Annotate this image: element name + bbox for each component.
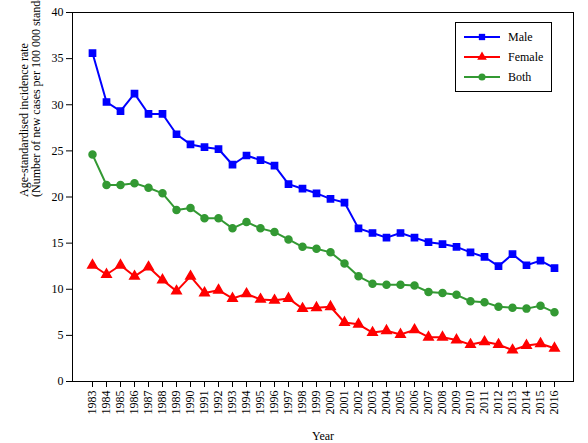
html-text:Female: Female xyxy=(508,49,544,64)
svg-text:1993: 1993 xyxy=(225,391,239,415)
svg-text:1997: 1997 xyxy=(281,391,295,415)
svg-text:10: 10 xyxy=(52,282,64,296)
svg-text:1985: 1985 xyxy=(113,391,127,415)
svg-text:5: 5 xyxy=(58,328,64,342)
svg-text:2002: 2002 xyxy=(351,391,365,415)
svg-text:1987: 1987 xyxy=(141,391,155,415)
svg-text:2003: 2003 xyxy=(365,391,379,415)
svg-text:2016: 2016 xyxy=(547,391,561,415)
svg-text:30: 30 xyxy=(52,98,64,112)
svg-text:2008: 2008 xyxy=(435,391,449,415)
svg-text:2004: 2004 xyxy=(379,391,393,415)
svg-text:Age-standardised incidence rat: Age-standardised incidence rate(Number o… xyxy=(17,0,43,197)
svg-text:2015: 2015 xyxy=(533,391,547,415)
svg-text:2009: 2009 xyxy=(449,391,463,415)
svg-text:1986: 1986 xyxy=(127,391,141,415)
svg-text:2005: 2005 xyxy=(393,391,407,415)
svg-text:1990: 1990 xyxy=(183,391,197,415)
html-text:Both: Both xyxy=(508,69,532,84)
svg-text:2001: 2001 xyxy=(337,391,351,415)
svg-text:2010: 2010 xyxy=(463,391,477,415)
svg-text:1984: 1984 xyxy=(99,391,113,415)
svg-text:1991: 1991 xyxy=(197,391,211,415)
svg-text:2011: 2011 xyxy=(477,391,491,415)
svg-text:15: 15 xyxy=(52,236,64,250)
svg-text:2006: 2006 xyxy=(407,391,421,415)
svg-text:2007: 2007 xyxy=(421,391,435,415)
svg-text:1995: 1995 xyxy=(253,391,267,415)
svg-text:2012: 2012 xyxy=(491,391,505,415)
svg-text:1989: 1989 xyxy=(169,391,183,415)
html-text:Male: Male xyxy=(508,29,533,44)
svg-text:1992: 1992 xyxy=(211,391,225,415)
svg-text:35: 35 xyxy=(52,51,64,65)
svg-text:1999: 1999 xyxy=(309,391,323,415)
svg-text:1983: 1983 xyxy=(85,391,99,415)
svg-text:1996: 1996 xyxy=(267,391,281,415)
svg-text:1994: 1994 xyxy=(239,391,253,415)
svg-text:25: 25 xyxy=(52,144,64,158)
svg-text:1998: 1998 xyxy=(295,391,309,415)
svg-text:1988: 1988 xyxy=(155,391,169,415)
svg-text:2014: 2014 xyxy=(519,391,533,415)
svg-text:20: 20 xyxy=(52,190,64,204)
svg-text:40: 40 xyxy=(52,5,64,19)
svg-text:0: 0 xyxy=(58,374,64,388)
svg-text:Year: Year xyxy=(312,429,334,443)
svg-text:2013: 2013 xyxy=(505,391,519,415)
svg-text:2000: 2000 xyxy=(323,391,337,415)
